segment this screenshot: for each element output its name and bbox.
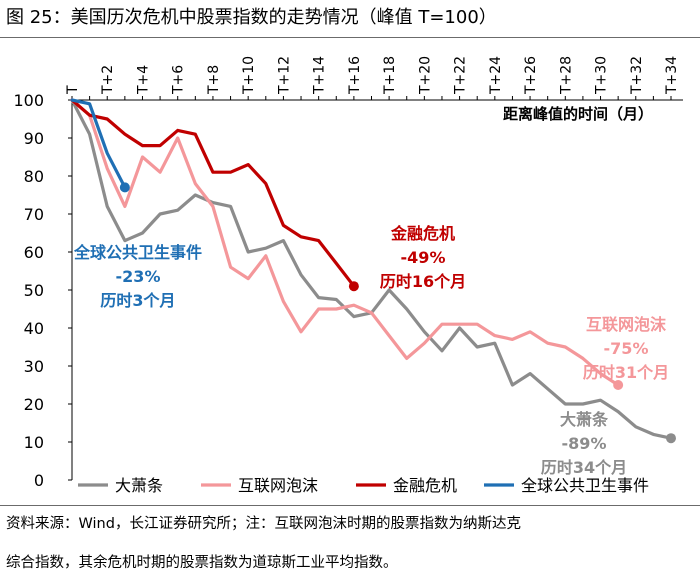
legend-label-financial: 金融危机 <box>393 476 457 495</box>
x-tick-label: T+28 <box>558 56 574 95</box>
legend-label-great_depression: 大萧条 <box>115 476 163 495</box>
x-tick-label: T+12 <box>276 56 292 95</box>
x-tick-label: T+24 <box>488 56 504 95</box>
y-tick-label: 70 <box>24 205 44 224</box>
annotation-financial: -49% <box>401 248 446 267</box>
x-tick-label: T+20 <box>417 56 433 95</box>
series-line-dotcom <box>70 98 620 387</box>
series-end-marker-dotcom <box>613 380 624 390</box>
y-tick-label: 0 <box>34 471 44 490</box>
annotation-great_depression: 大萧条 <box>560 410 609 429</box>
series-line-great_depression <box>70 98 673 440</box>
title-divider <box>0 37 700 38</box>
y-tick-label: 30 <box>24 357 44 376</box>
figure-title: 图 25：美国历次危机中股票指数的走势情况（峰值 T=100） <box>6 7 497 28</box>
annotation-dotcom: -75% <box>604 339 649 358</box>
x-tick-label: T+32 <box>629 56 645 95</box>
annotation-covid: -23% <box>116 267 161 286</box>
series-end-marker-financial <box>348 281 359 292</box>
source-note-line-1: 资料来源：Wind，长江证券研究所；注：互联网泡沫时期的股票指数为纳斯达克 <box>6 516 521 532</box>
x-tick-label: T+4 <box>135 65 151 95</box>
x-tick-label: T+6 <box>171 65 187 95</box>
x-axis-title: 距离峰值的时间（月） <box>503 105 653 123</box>
x-tick-label: T+30 <box>594 56 610 95</box>
series-line-covid <box>70 98 127 189</box>
y-tick-label: 80 <box>24 167 44 186</box>
series-line-financial <box>70 98 356 288</box>
x-tick-label: T+8 <box>206 65 222 95</box>
x-tick-label: T+26 <box>523 56 539 95</box>
annotation-dotcom: 互联网泡沫 <box>586 315 667 334</box>
y-tick-label: 20 <box>24 395 44 414</box>
x-tick-label: T+34 <box>664 56 680 95</box>
annotation-great_depression: 历时34个月 <box>541 458 627 477</box>
y-tick-label: 60 <box>24 243 44 262</box>
y-tick-label: 100 <box>13 91 44 110</box>
x-tick-label: T+14 <box>312 56 328 95</box>
legend-label-dotcom: 互联网泡沫 <box>238 476 318 495</box>
y-tick-label: 90 <box>24 129 44 148</box>
y-tick-label: 40 <box>24 319 44 338</box>
footer-divider <box>0 505 700 506</box>
x-tick-label: T+2 <box>100 65 116 95</box>
annotation-financial: 历时16个月 <box>380 272 466 291</box>
annotation-covid: 历时3个月 <box>100 291 175 310</box>
annotation-financial: 金融危机 <box>390 224 455 243</box>
x-tick-label: T+16 <box>347 56 363 95</box>
legend-label-covid: 全球公共卫生事件 <box>521 476 649 495</box>
stock-index-chart: 0 10 20 30 40 50 60 70 80 90 100 T T+2 T+4 T+6 T+8 T+10 T… <box>13 56 683 495</box>
x-tick-label: T+22 <box>453 56 469 95</box>
y-tick-label: 10 <box>24 433 44 452</box>
annotation-covid: 全球公共卫生事件 <box>73 243 202 262</box>
x-tick-label: T <box>65 85 81 95</box>
x-tick-label: T+10 <box>241 56 257 95</box>
annotation-dotcom: 历时31个月 <box>583 363 669 382</box>
series-end-marker-great_depression <box>666 433 676 444</box>
annotation-great_depression: -89% <box>562 434 607 453</box>
x-tick-label: T+18 <box>382 56 398 95</box>
series-end-marker-covid <box>119 182 130 193</box>
y-tick-label: 50 <box>24 281 44 300</box>
source-note-line-2: 综合指数，其余危机时期的股票指数为道琼斯工业平均指数。 <box>6 555 398 571</box>
